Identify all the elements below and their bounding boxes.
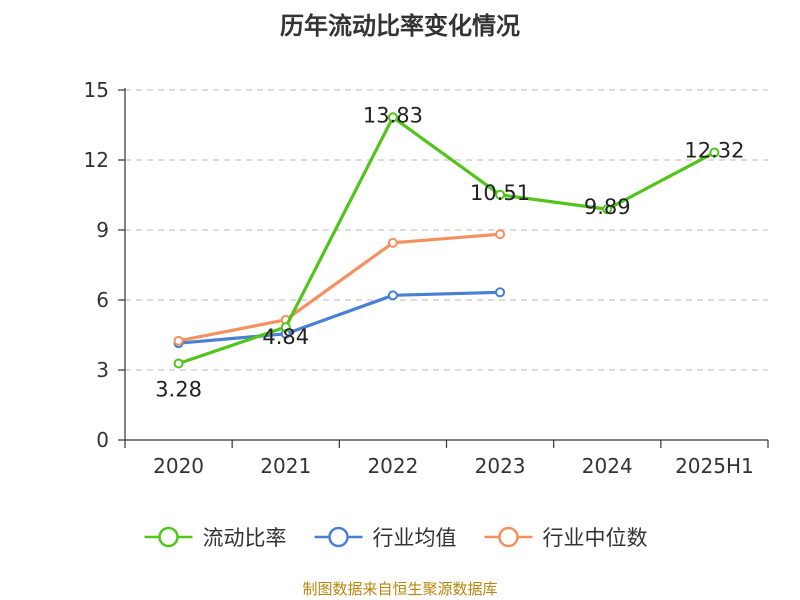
x-tick-label: 2023 bbox=[475, 454, 526, 478]
x-tick-label: 2025H1 bbox=[675, 454, 754, 478]
legend-label: 流动比率 bbox=[203, 526, 287, 550]
x-tick-label: 2024 bbox=[582, 454, 633, 478]
data-label: 4.84 bbox=[262, 325, 309, 349]
y-tick-label: 3 bbox=[96, 358, 109, 382]
y-tick-label: 6 bbox=[96, 288, 109, 312]
data-label: 13.83 bbox=[363, 103, 423, 127]
data-point bbox=[280, 322, 291, 333]
y-tick-label: 15 bbox=[84, 78, 109, 102]
legend: 流动比率 行业均值 行业中位数 bbox=[144, 526, 648, 550]
data-label: 3.28 bbox=[155, 377, 202, 401]
y-tick-label: 0 bbox=[96, 428, 109, 452]
legend-label: 行业均值 bbox=[373, 526, 457, 550]
data-label: 12.32 bbox=[684, 139, 744, 163]
data-label: 10.51 bbox=[470, 181, 530, 205]
data-point bbox=[495, 189, 506, 200]
data-point bbox=[173, 358, 184, 369]
series-line bbox=[178, 115, 716, 365]
legend-item: 行业均值 bbox=[314, 526, 457, 550]
data-point bbox=[387, 237, 398, 248]
y-tick-label: 12 bbox=[84, 148, 109, 172]
chart-title: 历年流动比率变化情况 bbox=[280, 12, 520, 40]
data-point bbox=[387, 290, 398, 301]
x-tick-label: 2021 bbox=[260, 454, 311, 478]
data-point bbox=[602, 204, 613, 215]
label-layer: 3.28 4.84 13.83 10.51 9.89 12.32 bbox=[155, 103, 744, 401]
source-note: 制图数据来自恒生聚源数据库 bbox=[302, 580, 498, 598]
x-tick-label: 2020 bbox=[153, 454, 204, 478]
data-label: 9.89 bbox=[584, 195, 631, 219]
series-layer bbox=[173, 112, 720, 369]
legend-marker bbox=[498, 526, 519, 548]
grid-layer bbox=[125, 89, 768, 371]
data-point bbox=[495, 229, 506, 240]
data-point bbox=[387, 112, 398, 123]
series-line bbox=[178, 290, 501, 345]
x-tick-label: 2022 bbox=[367, 454, 418, 478]
data-point bbox=[495, 287, 506, 298]
series-line bbox=[178, 232, 501, 343]
axis-layer: 0 3 6 9 12 15 2020 2021 2022 2023 2024 2025H1 bbox=[84, 78, 769, 478]
legend-marker bbox=[158, 526, 179, 548]
legend-item: 行业中位数 bbox=[484, 526, 648, 550]
legend-item: 流动比率 bbox=[144, 526, 287, 550]
y-tick-label: 9 bbox=[96, 218, 109, 242]
data-point bbox=[173, 335, 184, 346]
legend-marker bbox=[328, 526, 349, 548]
legend-label: 行业中位数 bbox=[543, 526, 648, 550]
data-point bbox=[709, 147, 720, 158]
